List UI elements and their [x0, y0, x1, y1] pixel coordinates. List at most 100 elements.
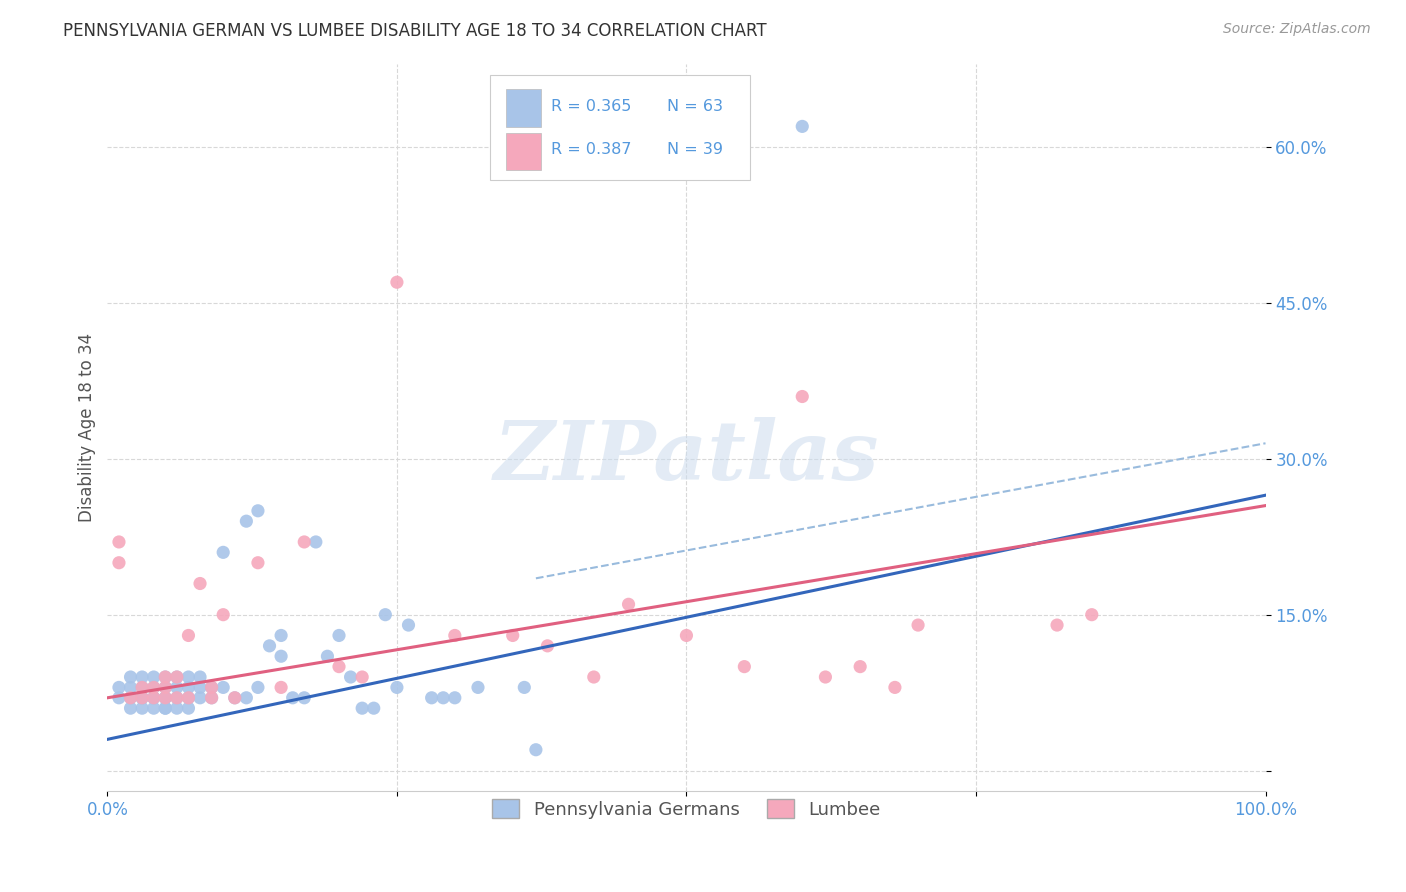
Point [142, 690, 165, 705]
Point [385, 275, 408, 289]
Point [849, 659, 872, 673]
Point [131, 681, 153, 695]
Point [166, 681, 188, 695]
Point [792, 390, 814, 404]
Point [524, 743, 547, 757]
Point [224, 690, 246, 705]
Point [120, 690, 142, 705]
Point [142, 701, 165, 715]
Point [166, 670, 188, 684]
Point [281, 690, 304, 705]
Point [907, 618, 929, 632]
Point [177, 628, 200, 642]
Point [166, 690, 188, 705]
Point [166, 670, 188, 684]
Point [582, 670, 605, 684]
Point [155, 701, 177, 715]
Point [177, 690, 200, 705]
Point [385, 681, 408, 695]
Point [108, 681, 131, 695]
Point [188, 690, 211, 705]
Point [374, 607, 396, 622]
Point [155, 681, 177, 695]
Point [502, 628, 524, 642]
Point [1081, 607, 1104, 622]
Point [120, 670, 142, 684]
Text: Source: ZipAtlas.com: Source: ZipAtlas.com [1223, 22, 1371, 37]
Point [235, 690, 257, 705]
Point [201, 690, 224, 705]
Point [339, 670, 361, 684]
Point [177, 670, 200, 684]
Point [166, 690, 188, 705]
Legend: Pennsylvania Germans, Lumbee: Pennsylvania Germans, Lumbee [485, 792, 887, 826]
Point [363, 701, 385, 715]
Text: R = 0.365: R = 0.365 [551, 99, 631, 113]
Y-axis label: Disability Age 18 to 34: Disability Age 18 to 34 [79, 333, 96, 522]
Text: N = 63: N = 63 [666, 99, 723, 113]
FancyBboxPatch shape [506, 89, 540, 128]
Point [155, 670, 177, 684]
Point [177, 701, 200, 715]
Point [443, 690, 465, 705]
Point [246, 556, 269, 570]
Point [292, 690, 315, 705]
Point [177, 690, 200, 705]
Point [131, 701, 153, 715]
Point [224, 690, 246, 705]
Point [235, 514, 257, 528]
FancyBboxPatch shape [489, 75, 751, 180]
Point [513, 681, 536, 695]
Point [814, 670, 837, 684]
Point [536, 639, 558, 653]
Point [467, 681, 489, 695]
Point [177, 681, 200, 695]
Point [212, 545, 235, 559]
Point [142, 690, 165, 705]
Point [142, 681, 165, 695]
Point [328, 659, 350, 673]
Point [155, 701, 177, 715]
Point [131, 681, 153, 695]
Point [617, 597, 640, 611]
Point [108, 535, 131, 549]
Point [142, 681, 165, 695]
Point [120, 701, 142, 715]
Point [316, 649, 339, 664]
Point [108, 690, 131, 705]
Point [142, 690, 165, 705]
Point [212, 607, 235, 622]
Point [131, 690, 153, 705]
Point [120, 681, 142, 695]
Point [131, 690, 153, 705]
Point [108, 556, 131, 570]
Text: PENNSYLVANIA GERMAN VS LUMBEE DISABILITY AGE 18 TO 34 CORRELATION CHART: PENNSYLVANIA GERMAN VS LUMBEE DISABILITY… [63, 22, 766, 40]
Point [155, 690, 177, 705]
Text: R = 0.387: R = 0.387 [551, 142, 631, 157]
Point [201, 681, 224, 695]
Point [432, 690, 454, 705]
Point [270, 628, 292, 642]
Point [155, 690, 177, 705]
Point [305, 535, 328, 549]
Point [201, 690, 224, 705]
Point [259, 639, 281, 653]
Point [398, 618, 420, 632]
Point [155, 681, 177, 695]
Point [883, 681, 905, 695]
Point [246, 681, 269, 695]
Point [352, 670, 374, 684]
Point [675, 628, 697, 642]
Point [142, 670, 165, 684]
Point [131, 690, 153, 705]
Point [352, 701, 374, 715]
Point [270, 681, 292, 695]
Point [792, 120, 814, 134]
Point [733, 659, 755, 673]
Point [120, 690, 142, 705]
Point [246, 504, 269, 518]
Point [155, 690, 177, 705]
Point [201, 681, 224, 695]
Text: N = 39: N = 39 [666, 142, 723, 157]
Point [188, 576, 211, 591]
